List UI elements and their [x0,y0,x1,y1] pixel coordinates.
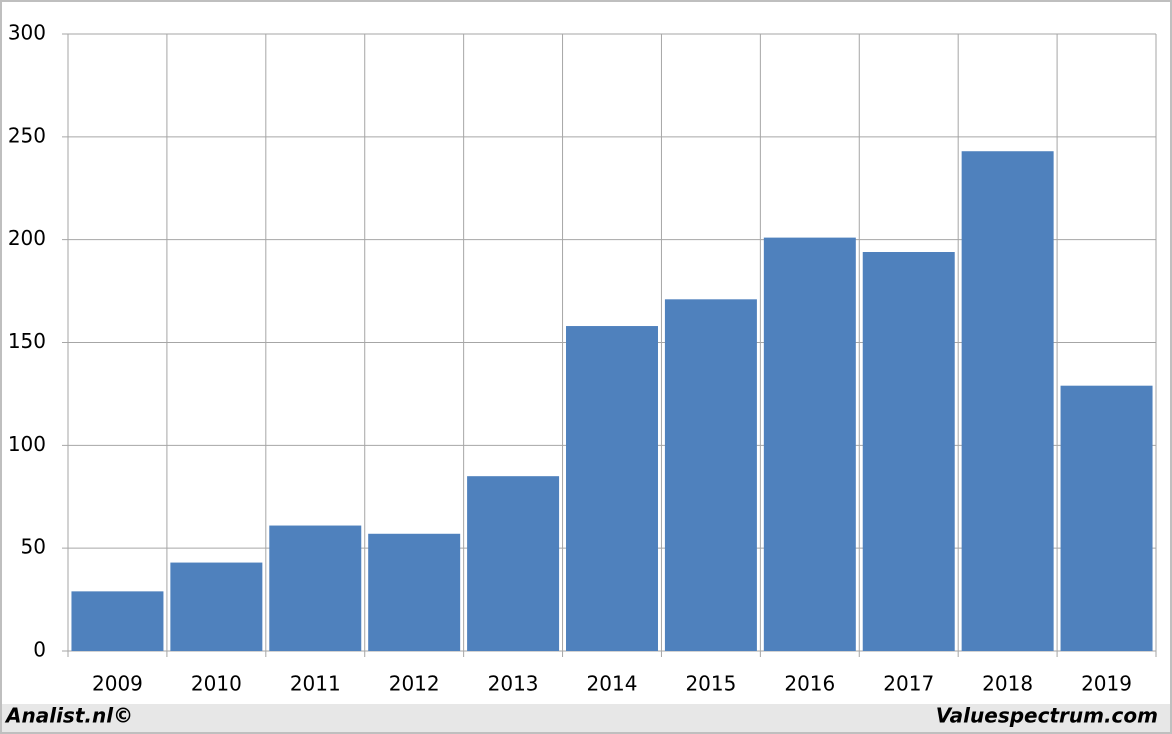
y-tick-label: 0 [33,638,46,662]
bar [566,326,658,651]
x-tick-label: 2016 [784,672,835,696]
bar [71,591,164,651]
source-right: Valuespectrum.com [936,704,1158,728]
bar [269,525,362,651]
y-tick-label: 100 [8,432,46,456]
x-tick-label: 2017 [883,672,934,696]
bar [763,237,856,652]
bar [961,151,1054,652]
x-tick-label: 2019 [1081,672,1132,696]
bar [368,533,461,651]
x-tick-label: 2011 [290,672,341,696]
bar [467,476,560,651]
y-tick-label: 300 [8,21,46,45]
y-tick-label: 150 [8,329,46,353]
bar [664,299,757,651]
x-tick-label: 2015 [685,672,736,696]
source-left: Analist.nl© [4,704,133,728]
x-tick-label: 2010 [191,672,242,696]
x-tick-label: 2018 [982,672,1033,696]
footer-band [2,704,1170,732]
y-tick-label: 200 [8,226,46,250]
y-tick-label: 250 [8,123,46,147]
bar [862,252,955,652]
y-tick-label: 50 [21,535,46,559]
x-tick-label: 2009 [92,672,143,696]
x-tick-label: 2012 [389,672,440,696]
bar [170,562,263,651]
x-tick-label: 2014 [587,672,638,696]
x-tick-label: 2013 [488,672,539,696]
bar [1060,385,1153,651]
